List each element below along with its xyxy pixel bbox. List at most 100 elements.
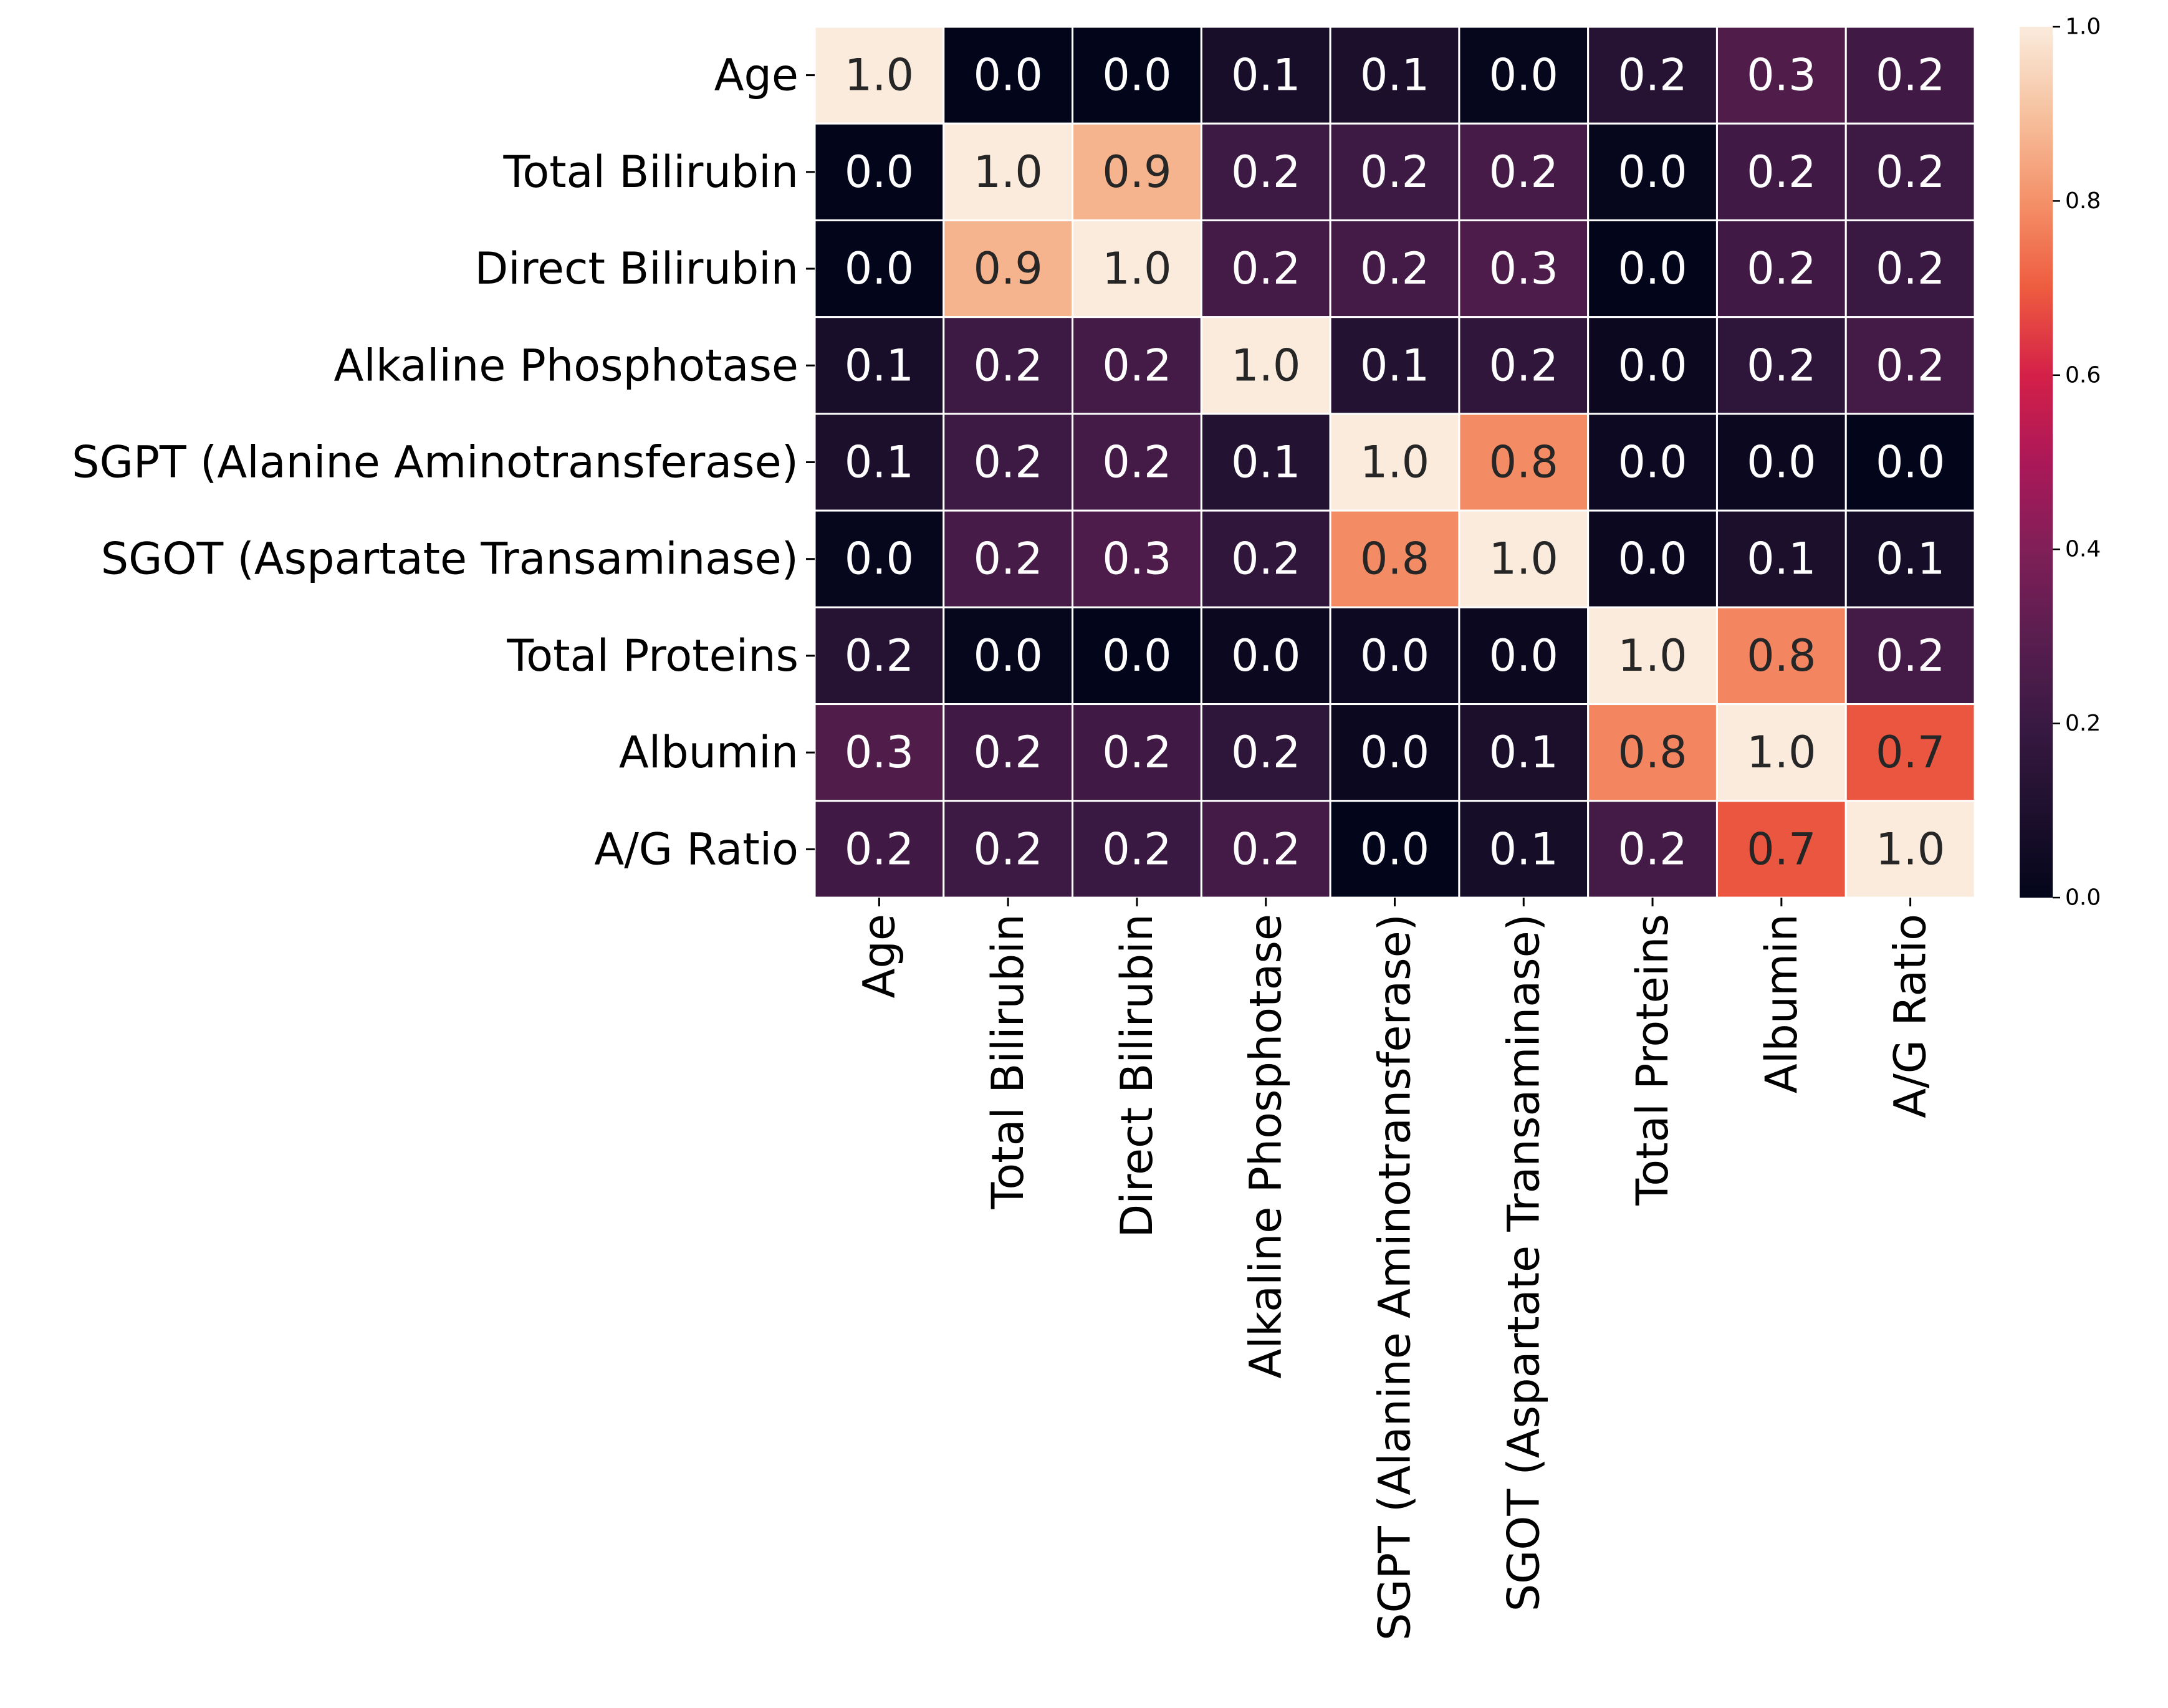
heatmap-cell <box>1458 413 1590 512</box>
heatmap-cell <box>1329 122 1461 221</box>
cell-value-label: 0.2 <box>1747 243 1816 294</box>
cell-value-label: 1.0 <box>974 146 1043 198</box>
heatmap-cell <box>1587 122 1718 221</box>
cell-value-label: 0.7 <box>1747 823 1816 875</box>
cell-value-label: 1.0 <box>1618 630 1687 681</box>
heatmap-cell <box>1200 703 1331 802</box>
heatmap-cell <box>1458 703 1590 802</box>
heatmap-cell <box>1458 509 1590 608</box>
heatmap-cell <box>1844 316 1976 415</box>
colorbar-tick-label: 0.8 <box>2065 188 2101 214</box>
cell-value-label: 0.2 <box>1360 146 1429 198</box>
heatmap-cell <box>813 26 945 125</box>
colorbar-tick-label: 0.6 <box>2065 362 2101 388</box>
heatmap-cell <box>813 606 945 706</box>
cell-value-label: 0.2 <box>1747 340 1816 391</box>
column-label: Direct Bilirubin <box>1111 914 1163 1238</box>
cell-value-label: 0.0 <box>845 534 914 585</box>
colorbar-tick-label: 0.0 <box>2065 885 2101 911</box>
cell-value-label: 1.0 <box>845 50 914 101</box>
cell-value-label: 0.1 <box>1489 823 1558 875</box>
heatmap-cell <box>1458 26 1590 125</box>
cell-value-label: 0.9 <box>974 243 1043 294</box>
cell-value-label: 0.0 <box>1102 50 1171 101</box>
cell-value-label: 0.8 <box>1489 437 1558 488</box>
row-label: Albumin <box>619 727 799 778</box>
heatmap-cell <box>943 800 1074 899</box>
heatmap-cell <box>1329 703 1461 802</box>
heatmap-cell <box>813 800 945 899</box>
heatmap-cell <box>813 316 945 415</box>
cell-value-label: 0.2 <box>1876 146 1945 198</box>
cell-value-label: 0.2 <box>1876 340 1945 391</box>
cell-value-label: 0.2 <box>1360 243 1429 294</box>
row-label: Direct Bilirubin <box>474 243 799 294</box>
row-label: Alkaline Phosphotase <box>334 340 799 391</box>
cell-value-label: 0.1 <box>1360 340 1429 391</box>
cell-value-label: 0.2 <box>974 340 1043 391</box>
cell-value-label: 0.2 <box>1231 823 1300 875</box>
heatmap-cell <box>1200 800 1331 899</box>
heatmap-cell <box>1329 606 1461 706</box>
heatmap-cell <box>1715 509 1847 608</box>
cell-value-label: 1.0 <box>1360 437 1429 488</box>
cell-value-label: 0.2 <box>1876 243 1945 294</box>
cell-value-label: 0.0 <box>845 243 914 294</box>
cell-value-label: 0.0 <box>845 146 914 198</box>
heatmap-cell <box>813 413 945 512</box>
heatmap-cell <box>1329 509 1461 608</box>
cell-value-label: 0.8 <box>1747 630 1816 681</box>
cell-value-label: 1.0 <box>1747 727 1816 778</box>
heatmap-cell <box>813 509 945 608</box>
cell-value-label: 0.1 <box>845 437 914 488</box>
cell-value-label: 0.2 <box>1231 727 1300 778</box>
heatmap-cell <box>1844 703 1976 802</box>
heatmap-cell <box>1844 800 1976 899</box>
cell-value-label: 0.3 <box>1747 50 1816 101</box>
heatmap-cell <box>943 316 1074 415</box>
cell-value-label: 0.2 <box>974 534 1043 585</box>
cell-value-label: 0.2 <box>1489 146 1558 198</box>
heatmap-cell <box>1458 800 1590 899</box>
cell-value-label: 0.0 <box>1489 630 1558 681</box>
cell-value-label: 0.0 <box>1360 727 1429 778</box>
heatmap-cell <box>943 509 1074 608</box>
heatmap-cell <box>1587 413 1718 512</box>
heatmap-cell <box>1200 413 1331 512</box>
heatmap-cell <box>1844 219 1976 319</box>
cell-value-label: 0.0 <box>1618 243 1687 294</box>
heatmap-cell <box>943 26 1074 125</box>
cell-value-label: 0.2 <box>845 823 914 875</box>
heatmap-cell <box>1715 122 1847 221</box>
heatmap-cell <box>1844 122 1976 221</box>
heatmap-cell <box>1072 122 1202 221</box>
row-label: A/G Ratio <box>594 823 799 875</box>
cell-value-label: 0.2 <box>974 437 1043 488</box>
column-label: Total Bilirubin <box>982 914 1034 1210</box>
heatmap-cell <box>1072 413 1202 512</box>
cell-value-label: 0.0 <box>974 50 1043 101</box>
cell-value-label: 0.0 <box>1618 146 1687 198</box>
cell-value-label: 0.2 <box>1231 243 1300 294</box>
cell-value-label: 0.3 <box>845 727 914 778</box>
column-label: Albumin <box>1756 914 1807 1093</box>
cell-value-label: 1.0 <box>1876 823 1945 875</box>
cell-value-label: 0.2 <box>1618 823 1687 875</box>
colorbar-tick-label: 1.0 <box>2065 14 2101 40</box>
cell-value-label: 0.2 <box>974 727 1043 778</box>
cell-value-label: 0.1 <box>1747 534 1816 585</box>
column-label: SGPT (Alanine Aminotransferase) <box>1369 914 1421 1641</box>
heatmap-cell <box>1329 219 1461 319</box>
cell-value-label: 0.0 <box>974 630 1043 681</box>
heatmap-cell <box>1072 509 1202 608</box>
column-labels: Age Total Bilirubin Direct Bilirubin Alkali… <box>853 898 1936 1641</box>
heatmap-cell <box>1715 26 1847 125</box>
heatmap-cell <box>943 219 1074 319</box>
cell-value-label: 1.0 <box>1489 534 1558 585</box>
cell-value-label: 0.2 <box>1618 50 1687 101</box>
heatmap-cell <box>1072 219 1202 319</box>
cell-value-label: 0.2 <box>1102 727 1171 778</box>
colorbar: 0.0 0.2 0.4 0.6 0.8 1.0 <box>2020 14 2101 911</box>
cell-value-label: 0.0 <box>1231 630 1300 681</box>
